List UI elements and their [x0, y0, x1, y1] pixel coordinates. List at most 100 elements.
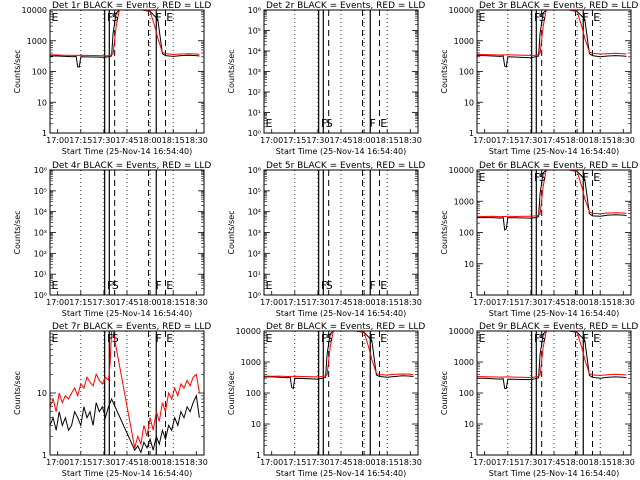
- y-tick-label: 1: [42, 451, 47, 460]
- x-tick-label: 18:15: [162, 458, 185, 467]
- marker-letter: E: [166, 332, 173, 345]
- chart-title: Det 6r BLACK = Events, RED = LLD: [479, 161, 638, 171]
- marker-letter: E: [266, 117, 273, 130]
- x-tick-label: 17:45: [115, 298, 138, 307]
- marker-letter: F: [107, 279, 113, 292]
- x-tick-label: 18:00: [353, 458, 376, 467]
- marker-letter: S: [539, 11, 546, 24]
- y-tick-label: 1000: [241, 358, 261, 367]
- y-tick-label: 10¹: [248, 109, 261, 118]
- y-tick-label: 1000: [27, 37, 47, 46]
- series-lld-line: [49, 9, 200, 57]
- marker-letter: S: [539, 332, 546, 345]
- series-lld-line: [476, 9, 627, 56]
- marker-letter: E: [593, 11, 600, 24]
- x-tick-label: 18:30: [185, 298, 208, 307]
- y-tick-label: 10³: [34, 229, 47, 238]
- y-tick-label: 10²: [248, 249, 261, 258]
- x-tick-label: 18:15: [589, 136, 612, 145]
- y-tick-label: 1: [469, 451, 474, 460]
- marker-letter: S: [112, 332, 119, 345]
- chart-title: Det 1r BLACK = Events, RED = LLD: [52, 1, 211, 11]
- y-tick-label: 1: [256, 451, 261, 460]
- x-axis-label: Start Time (25-Nov-14 16:54:40): [62, 309, 192, 318]
- x-tick-label: 17:45: [542, 458, 565, 467]
- y-axis-label: Counts/sec: [13, 371, 22, 415]
- x-tick-label: 17:45: [329, 136, 352, 145]
- y-axis-label: Counts/sec: [13, 49, 22, 93]
- series-lld-line: [49, 330, 200, 449]
- x-tick-label: 18:30: [399, 136, 422, 145]
- marker-letter: F: [534, 11, 540, 24]
- chart-title: Det 2r BLACK = Events, RED = LLD: [266, 1, 425, 11]
- plot-frame: [49, 169, 205, 296]
- x-tick-label: 17:15: [283, 458, 306, 467]
- x-tick-label: 17:45: [542, 136, 565, 145]
- x-tick-label: 17:45: [115, 136, 138, 145]
- y-tick-label: 100: [459, 229, 474, 238]
- x-tick-label: 18:15: [589, 458, 612, 467]
- marker-letter: F: [534, 171, 540, 184]
- y-tick-label: 10⁴: [248, 208, 261, 217]
- y-tick-label: 10⁰: [248, 291, 261, 300]
- marker-letter: E: [52, 279, 59, 292]
- y-tick-label: 10⁴: [248, 47, 261, 56]
- y-axis-label: Counts/sec: [440, 371, 449, 415]
- marker-letter: F: [155, 332, 161, 345]
- x-tick-label: 17:30: [306, 136, 329, 145]
- x-axis-label: Start Time (25-Nov-14 16:54:40): [276, 147, 406, 156]
- marker-letter: F: [582, 332, 588, 345]
- y-tick-label: 10000: [22, 6, 47, 15]
- marker-letter: E: [166, 279, 173, 292]
- marker-letter: F: [321, 332, 327, 345]
- plot-frame: [263, 330, 419, 456]
- x-tick-label: 18:30: [612, 136, 635, 145]
- x-tick-label: 17:30: [519, 136, 542, 145]
- y-tick-label: 100: [459, 389, 474, 398]
- y-tick-label: 10000: [449, 6, 474, 15]
- chart-title: Det 7r BLACK = Events, RED = LLD: [52, 322, 211, 332]
- y-tick-label: 10⁰: [248, 129, 261, 138]
- x-tick-label: 18:30: [399, 458, 422, 467]
- x-tick-label: 17:45: [329, 298, 352, 307]
- x-tick-label: 18:30: [185, 458, 208, 467]
- y-tick-label: 1000: [454, 358, 474, 367]
- x-tick-label: 18:00: [139, 136, 162, 145]
- x-tick-label: 17:15: [496, 458, 519, 467]
- marker-letter: E: [52, 332, 59, 345]
- y-tick-label: 10⁴: [34, 208, 47, 217]
- series-events-line: [477, 9, 627, 68]
- x-tick-label: 18:30: [612, 298, 635, 307]
- series-events-line: [50, 9, 200, 68]
- y-tick-label: 1000: [454, 197, 474, 206]
- marker-letter: F: [155, 11, 161, 24]
- marker-letter: F: [582, 171, 588, 184]
- y-tick-label: 10⁶: [248, 6, 261, 15]
- y-tick-label: 1000: [454, 37, 474, 46]
- y-axis-label: Counts/sec: [227, 210, 236, 254]
- marker-letter: E: [166, 11, 173, 24]
- marker-letter: F: [369, 279, 375, 292]
- y-tick-label: 100: [459, 68, 474, 77]
- x-tick-label: 18:00: [566, 136, 589, 145]
- x-tick-label: 17:15: [283, 136, 306, 145]
- x-tick-label: 18:30: [612, 458, 635, 467]
- x-axis-label: Start Time (25-Nov-14 16:54:40): [489, 147, 619, 156]
- x-tick-label: 17:45: [329, 458, 352, 467]
- marker-letter: F: [321, 279, 327, 292]
- y-tick-label: 10⁰: [34, 291, 47, 300]
- y-tick-label: 1: [42, 129, 47, 138]
- x-tick-label: 17:00: [46, 298, 69, 307]
- x-tick-label: 18:15: [376, 136, 399, 145]
- y-axis-label: Counts/sec: [440, 49, 449, 93]
- x-tick-label: 17:30: [306, 298, 329, 307]
- y-axis-label: Counts/sec: [227, 49, 236, 93]
- x-tick-label: 17:00: [473, 136, 496, 145]
- y-tick-label: 100: [32, 68, 47, 77]
- x-tick-label: 17:30: [92, 298, 115, 307]
- x-tick-label: 17:00: [473, 458, 496, 467]
